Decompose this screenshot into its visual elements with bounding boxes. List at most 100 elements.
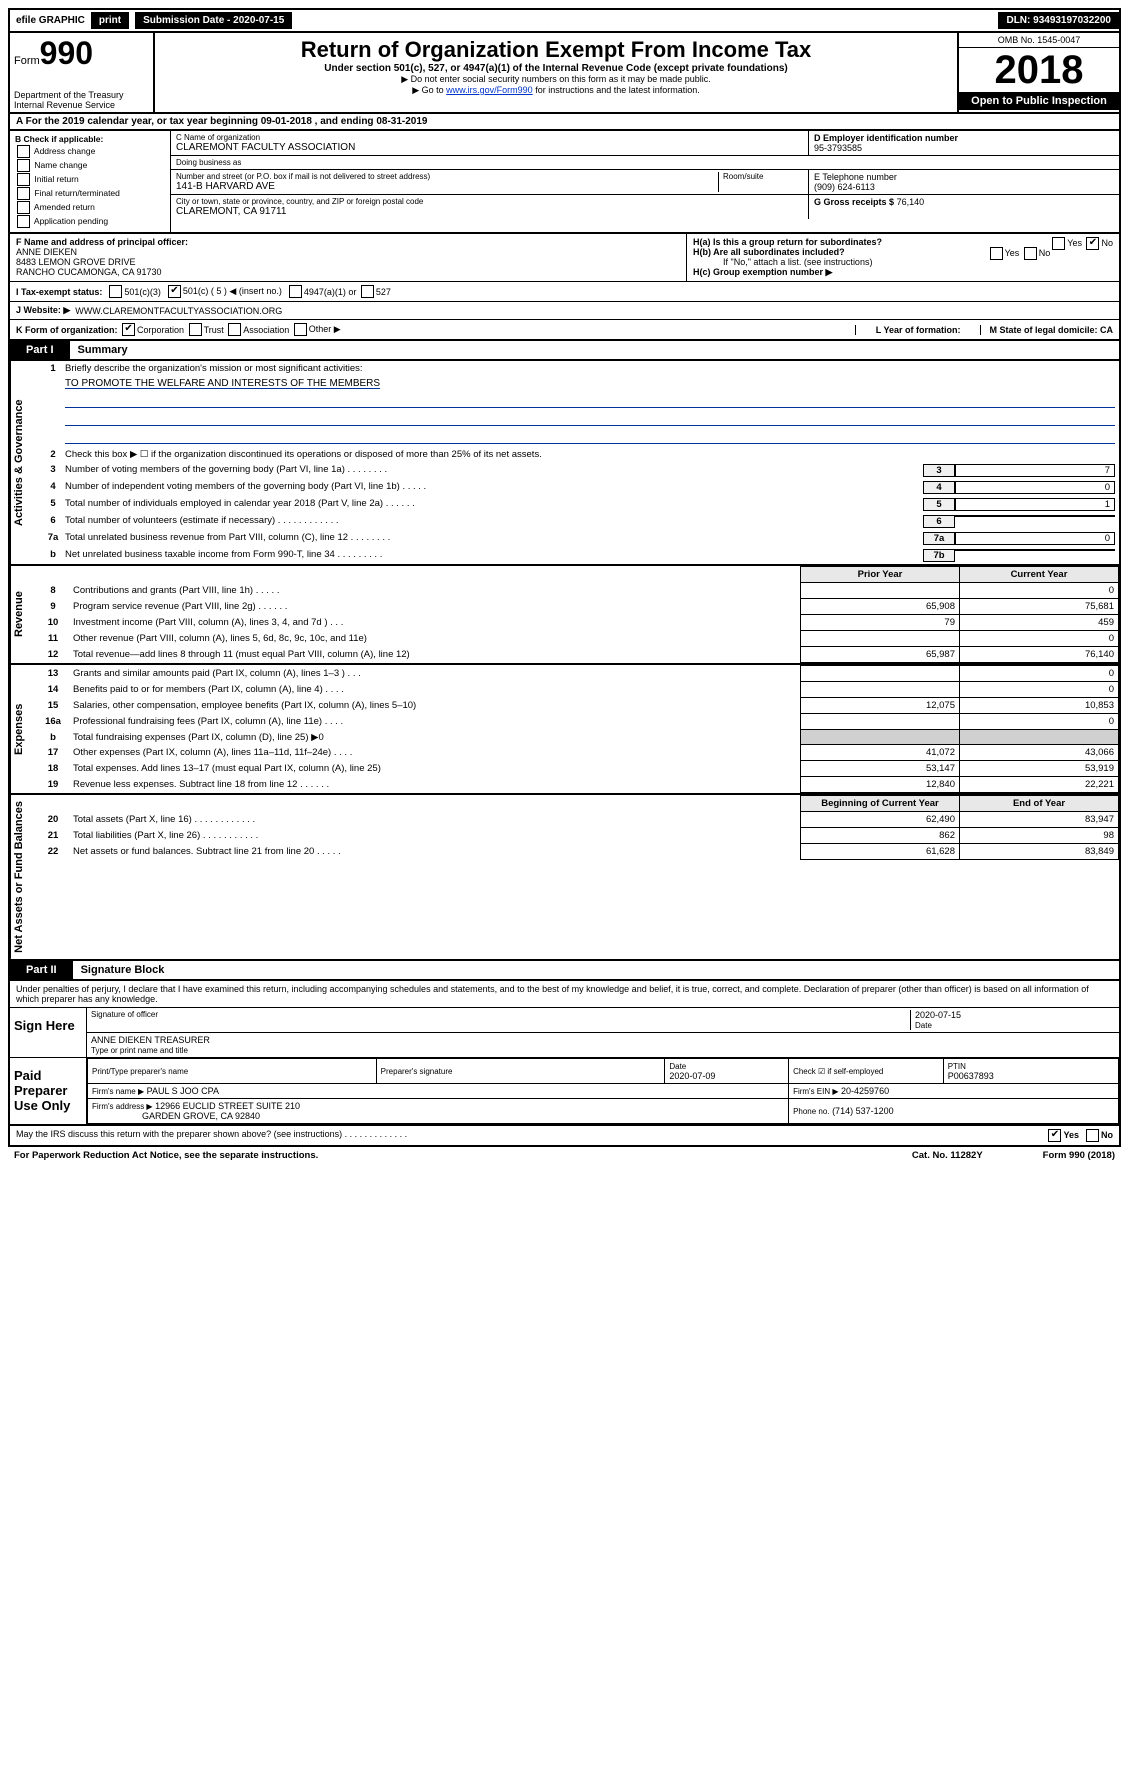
- i-527[interactable]: [361, 285, 374, 298]
- begin-year-header: Beginning of Current Year: [801, 796, 960, 812]
- i-label: I Tax-exempt status:: [16, 287, 102, 297]
- prep-name-label: Print/Type preparer's name: [92, 1067, 188, 1076]
- firm-name-label: Firm's name ▶: [92, 1087, 144, 1096]
- expense-line: 15Salaries, other compensation, employee…: [37, 698, 1119, 714]
- officer-name: ANNE DIEKEN: [16, 247, 77, 257]
- ha-no[interactable]: [1086, 237, 1099, 250]
- checkbox-amended[interactable]: [17, 201, 30, 214]
- irs-link[interactable]: www.irs.gov/Form990: [446, 85, 533, 95]
- expense-line: 19Revenue less expenses. Subtract line 1…: [37, 777, 1119, 793]
- section-fh: F Name and address of principal officer:…: [8, 234, 1121, 282]
- ha-yes[interactable]: [1052, 237, 1065, 250]
- k-assoc[interactable]: [228, 323, 241, 336]
- netassets-label: Net Assets or Fund Balances: [10, 795, 37, 959]
- end-year-header: End of Year: [960, 796, 1119, 812]
- hc-label: H(c) Group exemption number ▶: [693, 267, 832, 277]
- governance-line: bNet unrelated business taxable income f…: [37, 547, 1119, 564]
- netassets-line: 21Total liabilities (Part X, line 26) . …: [37, 828, 1119, 844]
- part1-label: Part I: [10, 341, 70, 359]
- section-k: K Form of organization: Corporation Trus…: [8, 320, 1121, 341]
- website-value: WWW.CLAREMONTFACULTYASSOCIATION.ORG: [75, 306, 282, 316]
- prep-sig-label: Preparer's signature: [381, 1067, 453, 1076]
- revenue-line: 8Contributions and grants (Part VIII, li…: [37, 583, 1119, 599]
- ha-label: H(a) Is this a group return for subordin…: [693, 237, 882, 247]
- governance-label: Activities & Governance: [10, 361, 37, 564]
- footer: For Paperwork Reduction Act Notice, see …: [8, 1147, 1121, 1164]
- governance-line: 4Number of independent voting members of…: [37, 479, 1119, 496]
- i-501c3[interactable]: [109, 285, 122, 298]
- officer-printed-name: ANNE DIEKEN TREASURER: [91, 1035, 210, 1045]
- part1-header: Part I Summary: [8, 341, 1121, 361]
- expenses-table: 13Grants and similar amounts paid (Part …: [37, 665, 1119, 793]
- tax-year: 2018: [959, 48, 1119, 92]
- i-4947[interactable]: [289, 285, 302, 298]
- k-corp[interactable]: [122, 323, 135, 336]
- section-a: A For the 2019 calendar year, or tax yea…: [8, 114, 1121, 131]
- discuss-yes[interactable]: [1048, 1129, 1061, 1142]
- k-other[interactable]: [294, 323, 307, 336]
- firm-ein-label: Firm's EIN ▶: [793, 1087, 838, 1096]
- note1: ▶ Do not enter social security numbers o…: [159, 74, 953, 85]
- checkbox-name[interactable]: [17, 159, 30, 172]
- m-label: M State of legal domicile: CA: [989, 325, 1113, 335]
- mission-blank-line: [65, 411, 1115, 426]
- b-label: B Check if applicable:: [15, 134, 103, 144]
- signature-section: Under penalties of perjury, I declare th…: [8, 981, 1121, 1126]
- revenue-line: 9Program service revenue (Part VIII, lin…: [37, 599, 1119, 615]
- expense-line: 14Benefits paid to or for members (Part …: [37, 682, 1119, 698]
- submission-date: Submission Date - 2020-07-15: [135, 12, 292, 29]
- discuss-row: May the IRS discuss this return with the…: [8, 1126, 1121, 1147]
- revenue-table: Prior YearCurrent Year 8Contributions an…: [37, 566, 1119, 663]
- checkbox-initial[interactable]: [17, 173, 30, 186]
- i-501c[interactable]: [168, 285, 181, 298]
- dba-label: Doing business as: [176, 158, 804, 167]
- print-button[interactable]: print: [91, 12, 129, 29]
- j-label: J Website: ▶: [16, 305, 70, 316]
- discuss-text: May the IRS discuss this return with the…: [16, 1129, 407, 1142]
- governance-line: 7aTotal unrelated business revenue from …: [37, 530, 1119, 547]
- open-public-badge: Open to Public Inspection: [959, 92, 1119, 110]
- part2-title: Signature Block: [73, 964, 165, 976]
- revenue-line: 12Total revenue—add lines 8 through 11 (…: [37, 647, 1119, 663]
- netassets-line: 20Total assets (Part X, line 16) . . . .…: [37, 812, 1119, 828]
- sig-officer-label: Signature of officer: [91, 1010, 910, 1019]
- governance-line: 3Number of voting members of the governi…: [37, 462, 1119, 479]
- expense-line: bTotal fundraising expenses (Part IX, co…: [37, 730, 1119, 745]
- sign-here-label: Sign Here: [10, 1008, 87, 1057]
- checkbox-pending[interactable]: [17, 215, 30, 228]
- firm-ein: 20-4259760: [841, 1086, 889, 1096]
- hb-no[interactable]: [1024, 247, 1037, 260]
- form-number: 990: [40, 35, 93, 71]
- l-label: L Year of formation:: [876, 325, 961, 335]
- mission-text: TO PROMOTE THE WELFARE AND INTERESTS OF …: [65, 378, 380, 389]
- perjury-statement: Under penalties of perjury, I declare th…: [10, 981, 1119, 1007]
- prep-date: 2020-07-09: [669, 1071, 715, 1081]
- dept-irs: Internal Revenue Service: [14, 100, 149, 110]
- governance-section: Activities & Governance 1Briefly describ…: [8, 361, 1121, 566]
- netassets-table: Beginning of Current YearEnd of Year 20T…: [37, 795, 1119, 860]
- efile-label[interactable]: efile GRAPHIC: [16, 15, 85, 26]
- cat-number: Cat. No. 11282Y: [912, 1150, 983, 1161]
- form-footer: Form 990 (2018): [1043, 1150, 1115, 1161]
- section-bcd: B Check if applicable: Address change Na…: [8, 131, 1121, 234]
- main-title: Return of Organization Exempt From Incom…: [159, 37, 953, 63]
- governance-line: 6Total number of volunteers (estimate if…: [37, 513, 1119, 530]
- revenue-line: 11Other revenue (Part VIII, column (A), …: [37, 631, 1119, 647]
- discuss-no[interactable]: [1086, 1129, 1099, 1142]
- preparer-table: Print/Type preparer's name Preparer's si…: [87, 1058, 1119, 1124]
- g-label: G Gross receipts $: [814, 197, 894, 207]
- expense-line: 17Other expenses (Part IX, column (A), l…: [37, 745, 1119, 761]
- revenue-section: Revenue Prior YearCurrent Year 8Contribu…: [8, 566, 1121, 665]
- k-trust[interactable]: [189, 323, 202, 336]
- hb-yes[interactable]: [990, 247, 1003, 260]
- checkbox-address[interactable]: [17, 145, 30, 158]
- hb-label: H(b) Are all subordinates included?: [693, 247, 845, 257]
- firm-phone: (714) 537-1200: [832, 1106, 894, 1116]
- mission-blank-line: [65, 429, 1115, 444]
- prep-date-label: Date: [669, 1062, 686, 1071]
- officer-addr1: 8483 LEMON GROVE DRIVE: [16, 257, 136, 267]
- checkbox-final[interactable]: [17, 187, 30, 200]
- ptin-label: PTIN: [948, 1062, 966, 1071]
- addr-label: Number and street (or P.O. box if mail i…: [176, 172, 718, 181]
- room-label: Room/suite: [723, 172, 803, 181]
